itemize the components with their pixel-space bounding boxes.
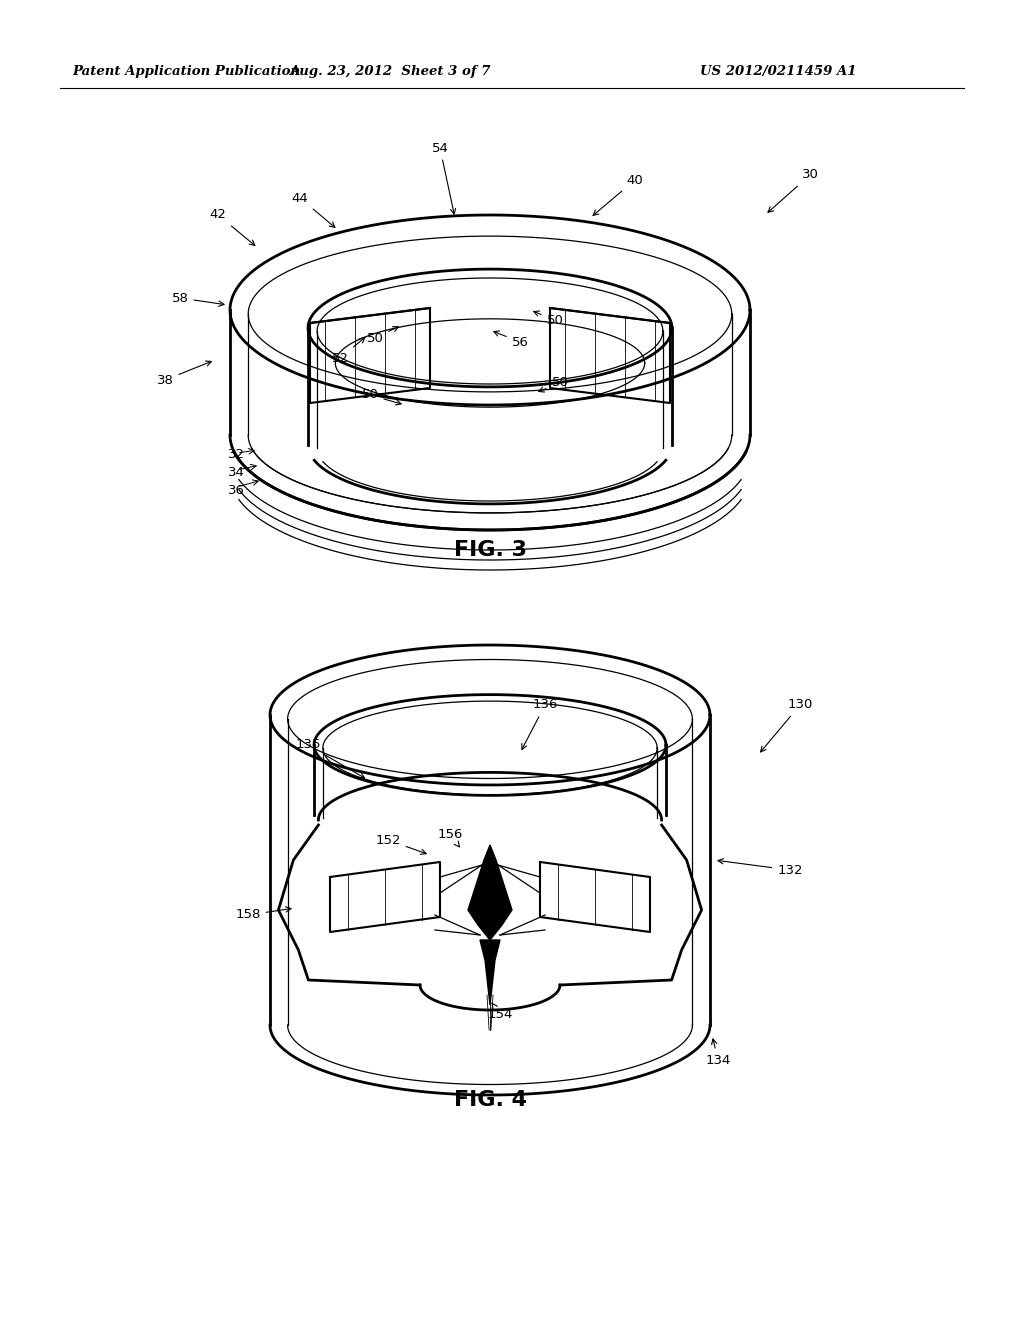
Text: 42: 42: [210, 209, 255, 246]
Text: 44: 44: [292, 191, 335, 227]
Text: 38: 38: [157, 360, 211, 387]
Text: 158: 158: [236, 907, 291, 921]
Text: 50: 50: [534, 312, 563, 326]
Text: 52: 52: [332, 338, 365, 364]
Text: 134: 134: [706, 1039, 731, 1067]
Text: 152: 152: [375, 833, 426, 854]
Text: FIG. 4: FIG. 4: [454, 1090, 526, 1110]
Text: 50: 50: [539, 376, 568, 392]
Text: 136: 136: [522, 698, 558, 750]
Text: 50: 50: [361, 388, 401, 405]
Text: FIG. 3: FIG. 3: [454, 540, 526, 560]
Text: 132: 132: [718, 858, 803, 876]
Text: 34: 34: [228, 466, 245, 479]
Text: 54: 54: [431, 141, 456, 214]
Text: Patent Application Publication: Patent Application Publication: [72, 66, 300, 78]
Text: Aug. 23, 2012  Sheet 3 of 7: Aug. 23, 2012 Sheet 3 of 7: [289, 66, 490, 78]
Polygon shape: [468, 845, 512, 940]
Text: 30: 30: [768, 169, 818, 213]
Text: 40: 40: [593, 173, 643, 215]
Text: 154: 154: [487, 1003, 513, 1022]
Text: 58: 58: [172, 292, 224, 306]
Text: 130: 130: [761, 698, 813, 752]
Text: 56: 56: [494, 331, 528, 348]
Polygon shape: [480, 940, 500, 1005]
Text: 32: 32: [228, 449, 245, 462]
Text: 50: 50: [367, 326, 398, 345]
Text: US 2012/0211459 A1: US 2012/0211459 A1: [700, 66, 856, 78]
Text: 36: 36: [228, 483, 245, 496]
Text: 156: 156: [437, 829, 463, 847]
Text: 135: 135: [295, 738, 365, 777]
